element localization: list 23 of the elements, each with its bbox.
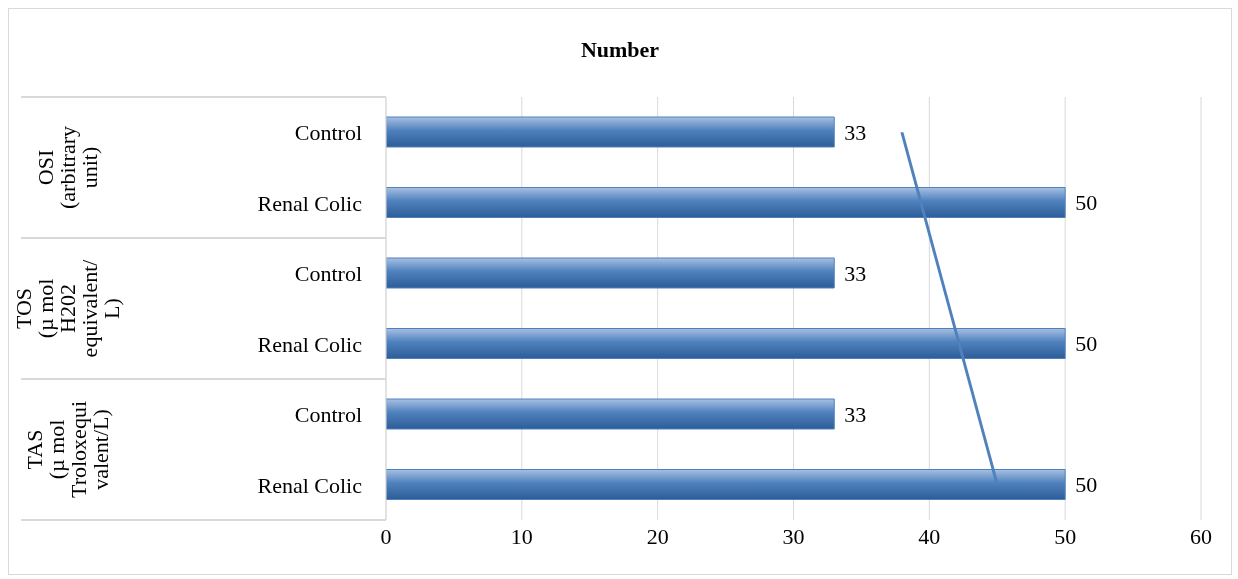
y-tick-label: Control xyxy=(294,120,362,146)
text: OSI (arbitrary unit) xyxy=(32,125,102,210)
chart-title: Number xyxy=(579,37,661,63)
data-label: 33 xyxy=(844,260,867,286)
y-tick-label: Renal Colic xyxy=(257,472,363,498)
y-tick-label: Control xyxy=(294,261,362,287)
data-label: 50 xyxy=(1075,190,1098,216)
y-tick-label: Renal Colic xyxy=(257,190,363,216)
x-tick-label: 0 xyxy=(380,523,392,549)
x-tick-label: 40 xyxy=(918,523,941,549)
data-label: 50 xyxy=(1075,331,1098,357)
y-tick-label: Renal Colic xyxy=(257,331,363,357)
x-tick-label: 60 xyxy=(1190,523,1212,549)
text: TAS (µ mol Troloxequi valent/L) xyxy=(21,401,113,498)
text: TOS (µ mol H202 equivalent/ L) xyxy=(10,258,124,358)
x-tick-label: 30 xyxy=(782,523,805,549)
data-label: 33 xyxy=(844,119,867,145)
x-tick-label: 50 xyxy=(1054,523,1077,549)
data-label: 50 xyxy=(1075,472,1098,498)
y-tick-label: Control xyxy=(294,402,362,428)
x-tick-label: 10 xyxy=(510,523,533,549)
data-label: 33 xyxy=(844,401,867,427)
x-tick-label: 20 xyxy=(646,523,669,549)
